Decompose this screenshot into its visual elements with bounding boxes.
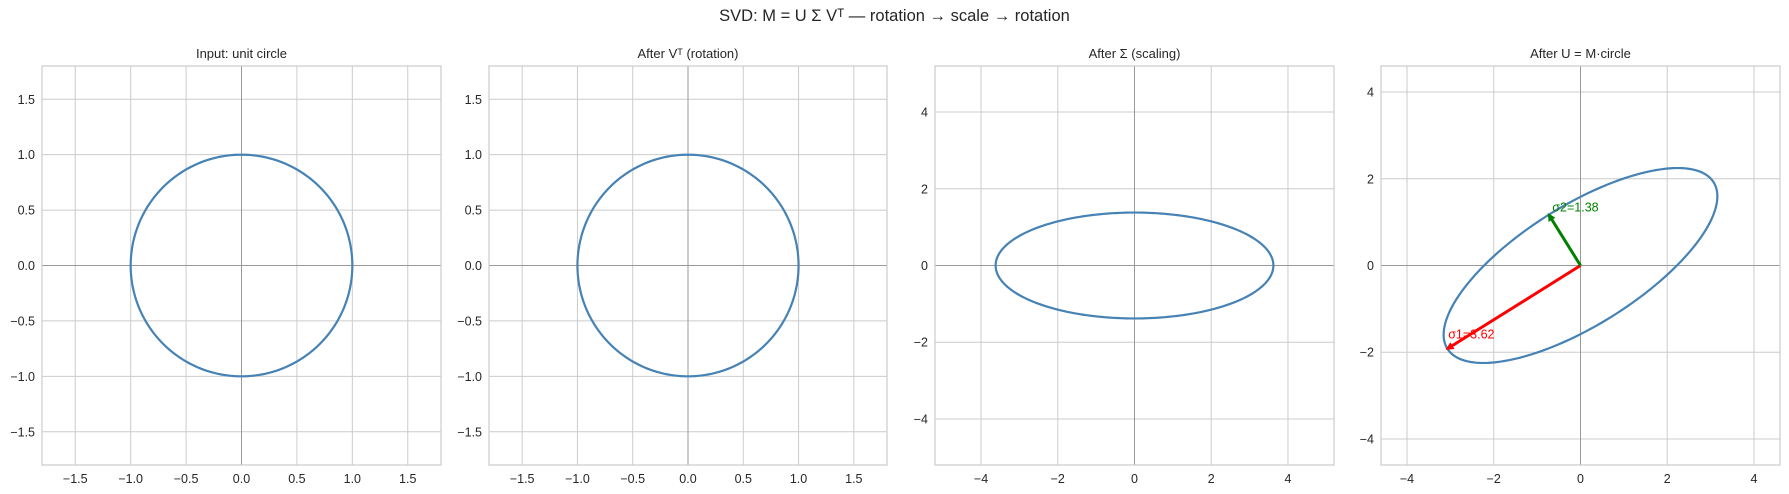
y-tick-label: 4 <box>1367 86 1374 100</box>
y-tick-label: 2 <box>921 182 928 196</box>
x-tick-label: 4 <box>1751 472 1758 486</box>
y-tick-label: 1.0 <box>465 148 482 162</box>
x-tick-label: −1.5 <box>510 472 535 486</box>
x-tick-label: 0 <box>1131 472 1138 486</box>
x-tick-label: −1.5 <box>63 472 88 486</box>
y-tick-label: −2 <box>1360 346 1374 360</box>
panel-after-vt-rotation: After Vᵀ (rotation) −1.5 −1.0 −0.5 0.0 0.5 1.0… <box>457 46 888 486</box>
transformed-curve <box>994 211 1275 320</box>
x-tick-label: −1.0 <box>565 472 590 486</box>
x-tick-label: −0.5 <box>620 472 645 486</box>
panel-title: After U = M·circle <box>1530 46 1631 61</box>
panel-title: After Σ (scaling) <box>1089 46 1181 61</box>
x-tick-label: 1.0 <box>344 472 361 486</box>
y-tick-label: 0 <box>1367 259 1374 273</box>
x-tick-label: 1.0 <box>790 472 807 486</box>
x-tick-label: 1.5 <box>845 472 862 486</box>
x-tick-label: 2 <box>1208 472 1215 486</box>
y-tick-label: 0.0 <box>465 259 482 273</box>
y-tick-label: 0.5 <box>465 204 482 218</box>
axes-frame <box>41 65 442 466</box>
sigma1-label: σ1=3.62 <box>1448 327 1494 341</box>
sigma1-arrow <box>1445 264 1582 351</box>
y-tick-label: −4 <box>914 412 928 426</box>
y-tick-label: −1.0 <box>10 370 35 384</box>
y-tick-label: 4 <box>921 106 928 120</box>
panel-title: After Vᵀ (rotation) <box>638 46 739 61</box>
x-tick-label: −2 <box>1051 472 1065 486</box>
y-tick-label: 1.0 <box>18 148 35 162</box>
panel-title: Input: unit circle <box>196 46 287 61</box>
x-tick-label: −1.0 <box>118 472 143 486</box>
x-tick-label: 0.5 <box>288 472 305 486</box>
x-tick-label: 0.0 <box>233 472 250 486</box>
y-tick-label: −2 <box>914 336 928 350</box>
x-tick-label: 1.5 <box>399 472 416 486</box>
y-tick-label: −0.5 <box>10 314 35 328</box>
x-tick-label: −2 <box>1487 472 1501 486</box>
y-tick-label: 0.5 <box>18 204 35 218</box>
panel-after-sigma-scaling: After Σ (scaling) −4 −2 0 2 4 −4 −2 0 2 4 <box>914 46 1335 486</box>
x-tick-label: −4 <box>1400 472 1414 486</box>
transformed-curve <box>576 153 800 378</box>
y-tick-label: 0 <box>921 259 928 273</box>
y-tick-label: −1.5 <box>457 425 482 439</box>
x-tick-label: 4 <box>1284 472 1291 486</box>
x-tick-label: 0 <box>1577 472 1584 486</box>
y-tick-label: 2 <box>1367 172 1374 186</box>
y-tick-label: −1.5 <box>10 425 35 439</box>
transformed-curve <box>129 153 354 378</box>
x-tick-label: −4 <box>974 472 988 486</box>
figure-suptitle: SVD: M = U Σ Vᵀ — rotation → scale → rot… <box>719 7 1070 25</box>
sigma2-arrow <box>1547 213 1582 267</box>
y-tick-label: 1.5 <box>465 93 482 107</box>
axes-frame <box>488 65 888 466</box>
axes-frame <box>1380 65 1781 466</box>
axes-frame <box>934 65 1335 466</box>
y-tick-label: −0.5 <box>457 314 482 328</box>
panel-after-u-m-circle: After U = M·circle −4 −2 0 2 4 −4 −2 0 2 4 σ1=3.62 σ… <box>1360 46 1781 486</box>
panel-input-unit-circle: Input: unit circle −1.5 −1.0 −0.5 0.0 0.5 1.0 1… <box>10 46 442 486</box>
x-tick-label: 0.5 <box>735 472 752 486</box>
y-tick-label: −4 <box>1360 432 1374 446</box>
y-tick-label: 1.5 <box>18 93 35 107</box>
x-tick-label: 2 <box>1664 472 1671 486</box>
y-tick-label: 0.0 <box>18 259 35 273</box>
x-tick-label: 0.0 <box>679 472 696 486</box>
x-tick-label: −0.5 <box>174 472 199 486</box>
sigma2-label: σ2=1.38 <box>1552 201 1598 215</box>
y-tick-label: −1.0 <box>457 370 482 384</box>
